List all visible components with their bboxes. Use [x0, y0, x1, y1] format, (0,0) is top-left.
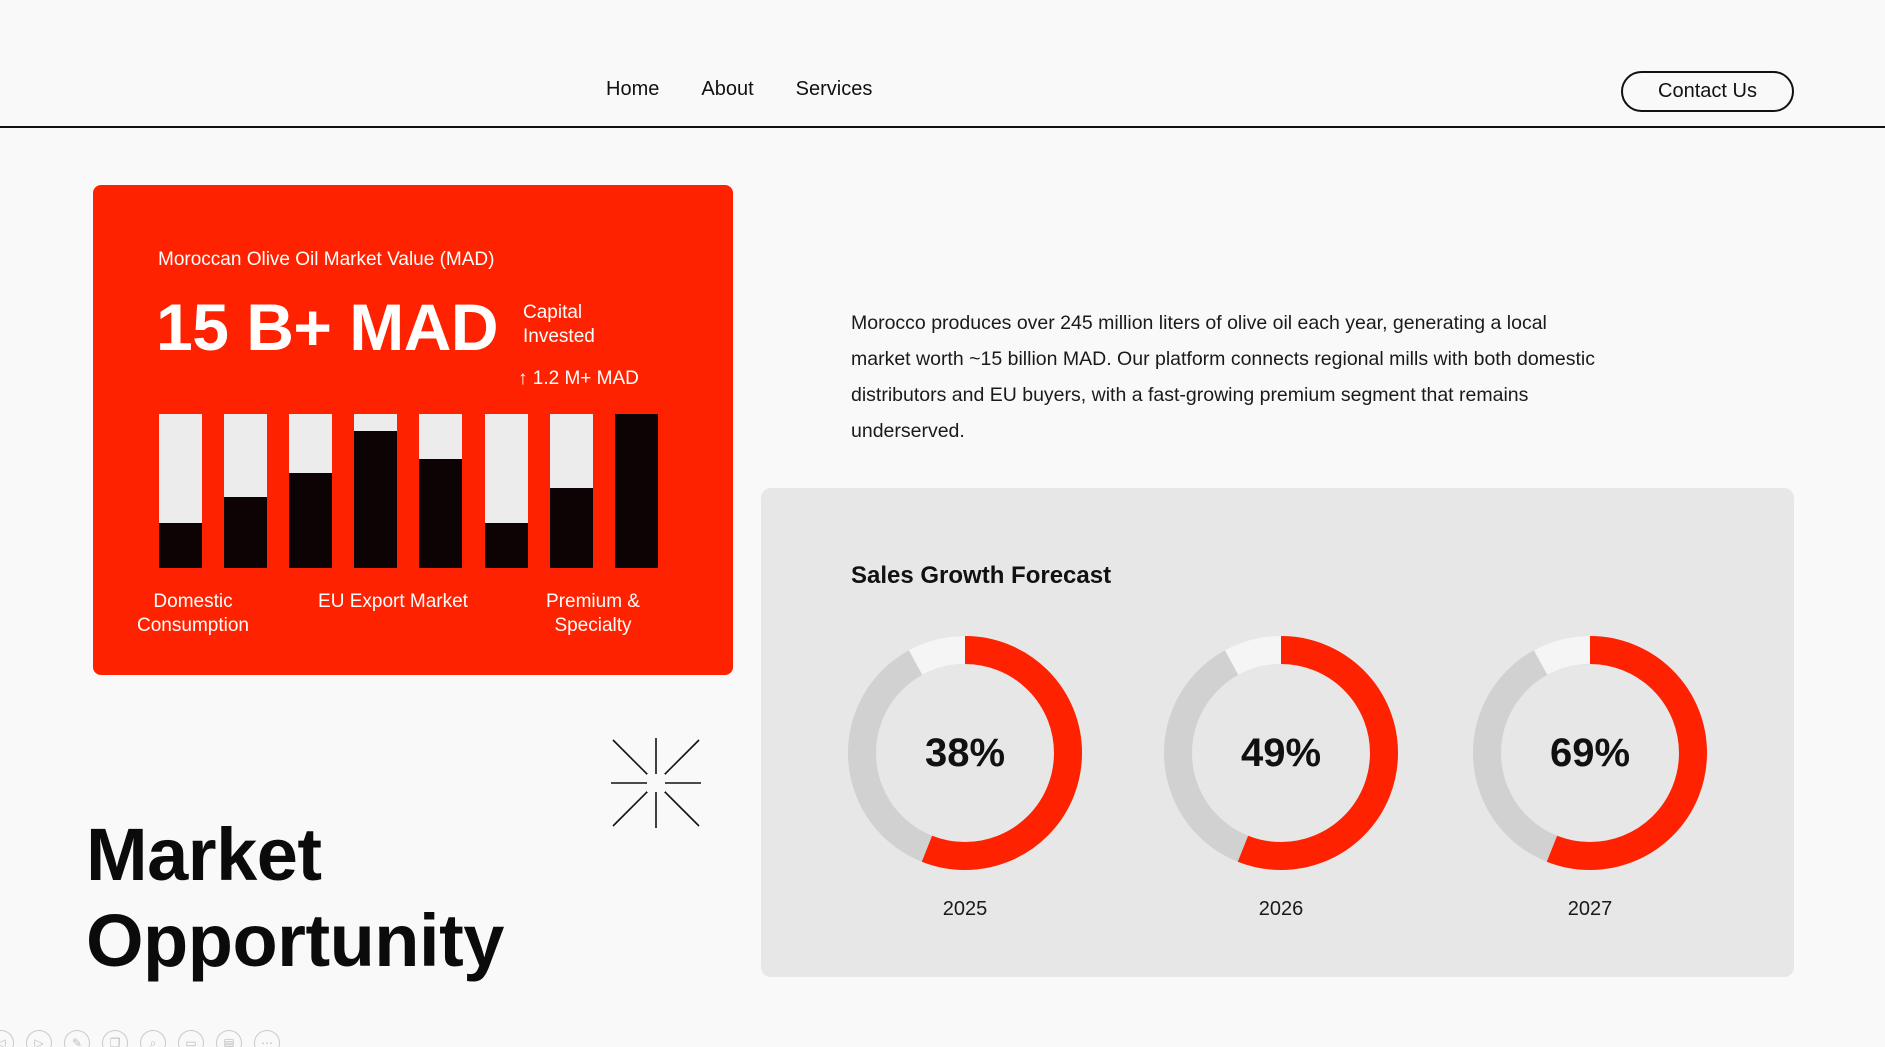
market-value-card: Moroccan Olive Oil Market Value (MAD) 15…: [93, 185, 733, 675]
bar-track: [419, 414, 462, 568]
prev-icon[interactable]: ◁: [0, 1030, 14, 1047]
play-icon[interactable]: ▷: [26, 1030, 52, 1047]
sparkle-icon: [611, 738, 701, 828]
bar-track: [550, 414, 593, 568]
bar-category-label: EU Export Market: [318, 591, 468, 612]
donut-ring: [1164, 636, 1398, 870]
bar-track: [615, 414, 658, 568]
donut-gap: [1473, 636, 1707, 870]
window-icon[interactable]: ▭: [178, 1030, 204, 1047]
forecast-donut: 38%: [845, 633, 1085, 873]
market-value-label: Moroccan Olive Oil Market Value (MAD): [158, 249, 495, 270]
donut-percent: 69%: [1549, 730, 1631, 775]
donut-year: 2026: [1258, 898, 1304, 920]
contact-us-button[interactable]: Contact Us: [1621, 71, 1794, 112]
forecast-donut: 49%: [1161, 633, 1401, 873]
more-icon[interactable]: ⋯: [254, 1030, 280, 1047]
capital-delta: ↑ 1.2 M+ MAD: [518, 368, 639, 389]
market-bar-chart: Domestic Consumption EU Export Market Prem…: [93, 185, 733, 675]
donut-gap: [848, 636, 1082, 870]
bar-track: [354, 414, 397, 568]
bar-category-label: Domestic Consumption: [137, 591, 249, 636]
donut-ring: [1473, 636, 1707, 870]
top-nav: Home About Services Contact Us: [0, 0, 1885, 128]
donut-percent: 38%: [924, 730, 1006, 775]
market-value-figure: 15 B+ MAD: [156, 290, 499, 364]
capital-invested-label: Capital Invested: [523, 302, 595, 347]
bar-category-label: Premium & Specialty: [546, 591, 640, 636]
bar: [550, 488, 593, 568]
copy-icon[interactable]: ❐: [102, 1030, 128, 1047]
page-title: Market Opportunity: [86, 813, 504, 982]
donut-year: 2025: [942, 898, 988, 920]
bar-track: [224, 414, 267, 568]
market-description: Morocco produces over 245 million liters…: [851, 312, 1596, 442]
bar: [419, 459, 462, 568]
bar: [159, 523, 202, 568]
nav-link-about[interactable]: About: [701, 78, 754, 100]
forecast-donut: 69%: [1470, 633, 1710, 873]
bar-track: [159, 414, 202, 568]
donut-percent: 49%: [1240, 730, 1322, 775]
sales-forecast-panel: Sales Growth Forecast 38% 2025 49% 2026 69% 2…: [761, 488, 1794, 977]
nav-links: Home About Services: [606, 78, 872, 101]
nav-link-home[interactable]: Home: [606, 78, 660, 100]
nav-link-services[interactable]: Services: [795, 78, 873, 100]
donut-year: 2027: [1567, 898, 1613, 920]
bar: [289, 473, 332, 568]
pen-icon[interactable]: ✎: [64, 1030, 90, 1047]
bar: [224, 497, 267, 568]
bar: [485, 523, 528, 568]
zoom-icon[interactable]: ⌕: [140, 1030, 166, 1047]
bar: [354, 431, 397, 568]
bar-track: [289, 414, 332, 568]
subtitle-icon[interactable]: ▤: [216, 1030, 242, 1047]
forecast-title: Sales Growth Forecast: [851, 562, 1112, 589]
bar: [615, 414, 658, 568]
donut-ring: [848, 636, 1082, 870]
donut-gap: [1164, 636, 1398, 870]
bar-track: [485, 414, 528, 568]
presentation-toolbar: ◁ ▷ ✎ ❐ ⌕ ▭ ▤ ⋯: [0, 1030, 280, 1047]
